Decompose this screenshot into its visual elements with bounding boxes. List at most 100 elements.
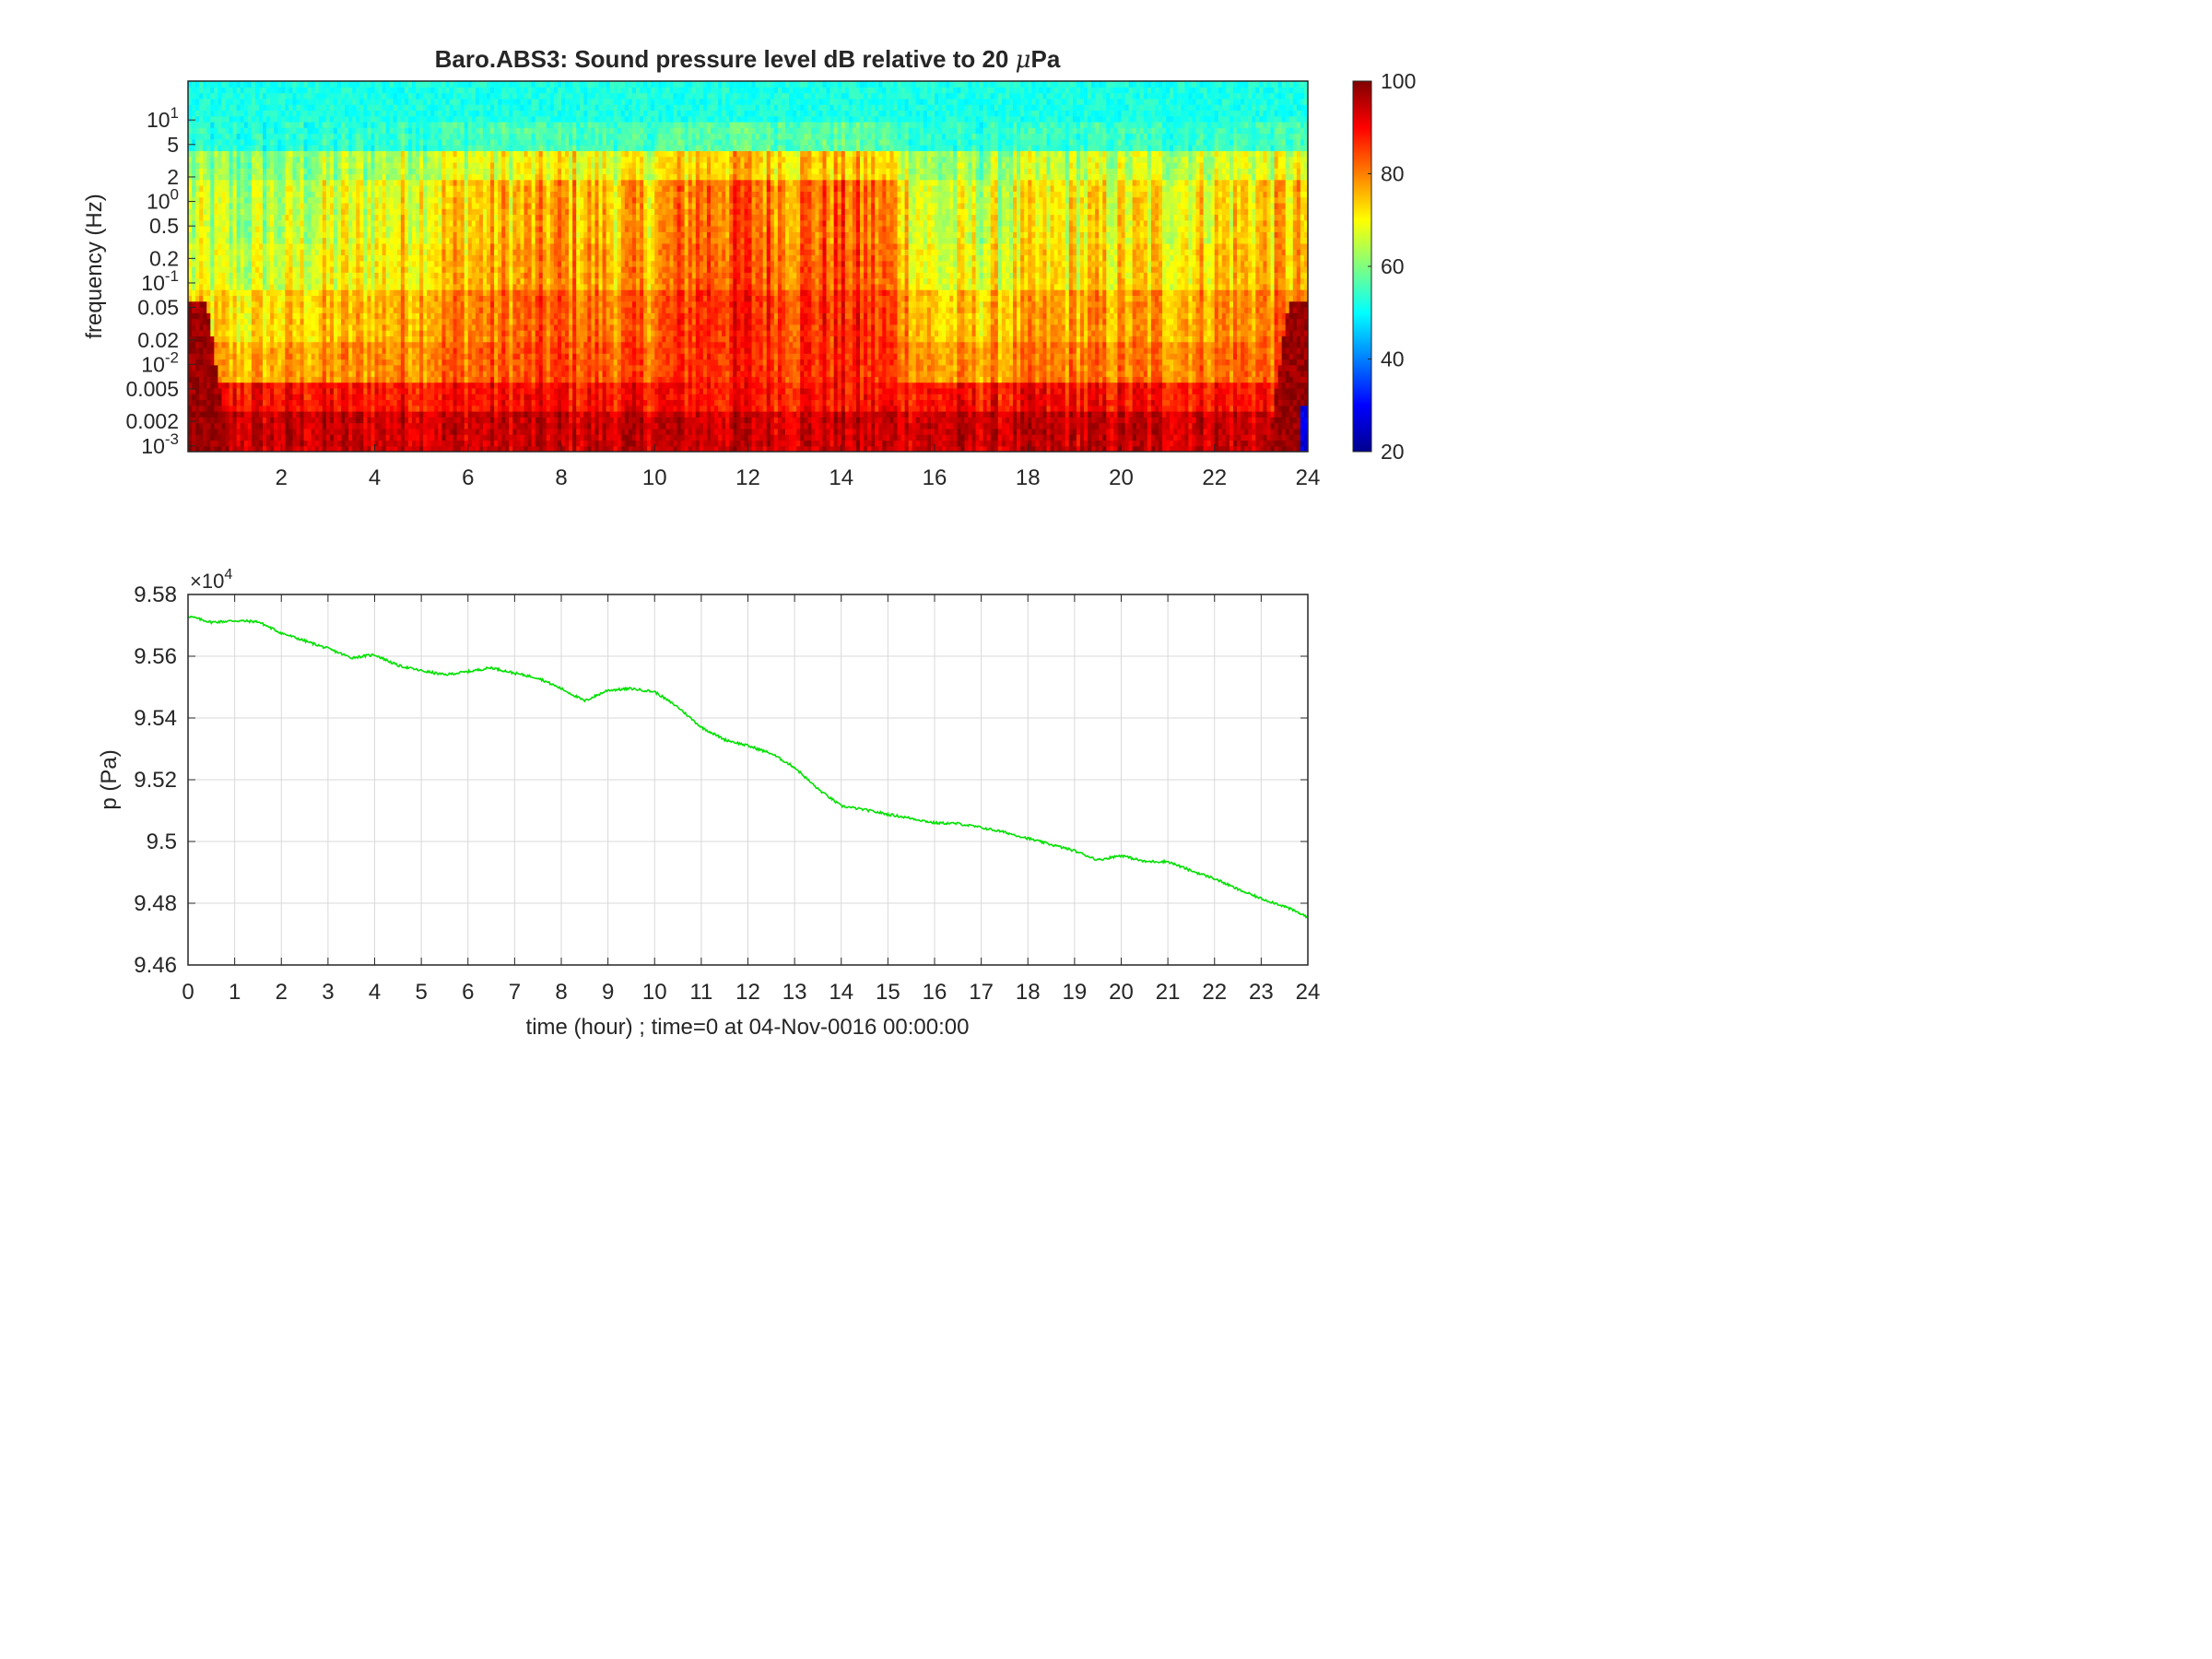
spectrogram-cell [341, 335, 346, 342]
spectrogram-cell [214, 116, 218, 123]
spectrogram-cell [312, 312, 316, 319]
spectrogram-cell [300, 376, 305, 382]
spectrogram-cell [244, 394, 249, 400]
spectrogram-cell [371, 399, 375, 406]
spectrogram-cell [382, 231, 387, 238]
spectrogram-cell [248, 342, 253, 348]
spectrogram-cell [292, 254, 297, 261]
spectrogram-cell [359, 122, 364, 128]
spectrogram-cell [229, 429, 234, 435]
spectrogram-cell [345, 307, 349, 313]
spectrogram-cell [296, 324, 300, 331]
spectrogram-cell [356, 347, 360, 354]
spectrogram-cell [252, 319, 256, 325]
spectrogram-cell [319, 238, 324, 244]
spectrogram-cell [337, 406, 342, 412]
spectrogram-cell [457, 365, 462, 371]
spectrogram-cell [252, 214, 256, 220]
spectrogram-cell [367, 81, 371, 88]
spectrogram-panel: Baro.ABS3: Sound pressure level dB relat… [82, 45, 1320, 490]
spectrogram-cell [441, 99, 446, 105]
spectrogram-cell [214, 399, 218, 406]
spectrogram-cell [427, 226, 431, 232]
spectrogram-cell [233, 423, 238, 429]
spectrogram-cell [468, 150, 473, 157]
spectrogram-cell [237, 295, 241, 301]
spectrogram-cell [476, 359, 480, 366]
spectrogram-cell [330, 406, 335, 412]
spectrogram-cell [274, 376, 278, 382]
spectrogram-cell [412, 289, 417, 296]
spectrogram-cell [330, 289, 335, 296]
spectrogram-cell [375, 145, 380, 151]
spectrogram-cell [241, 347, 245, 354]
spectrogram-cell [210, 411, 215, 418]
spectrogram-cell [427, 388, 431, 394]
spectrogram-cell [214, 301, 218, 308]
spectrogram-cell [277, 254, 282, 261]
spectrogram-cell [438, 434, 442, 441]
spectrogram-cell [226, 434, 230, 441]
spectrogram-cell [259, 174, 264, 181]
spectrogram-cell [375, 429, 380, 435]
spectrogram-cell [394, 353, 398, 359]
spectrogram-cell [203, 371, 207, 377]
spectrogram-cell [334, 406, 338, 412]
spectrogram-cell [434, 168, 439, 174]
spectrogram-cell [319, 139, 324, 146]
spectrogram-cell [281, 191, 286, 197]
spectrogram-cell [252, 220, 256, 227]
spectrogram-cell [352, 371, 357, 377]
spectrogram-cell [206, 214, 211, 220]
spectrogram-cell [296, 134, 300, 140]
spectrogram-cell [244, 197, 249, 204]
spectrogram-cells [188, 81, 1309, 453]
spectrogram-cell [427, 371, 431, 377]
spectrogram-cell [281, 399, 286, 406]
spectrogram-cell [379, 289, 383, 296]
spectrogram-cell [371, 162, 375, 169]
spectrogram-cell [476, 139, 480, 146]
spectrogram-cell [281, 319, 286, 325]
spectrogram-cell [382, 208, 387, 215]
spectrogram-cell [363, 168, 368, 174]
spectrogram-cell [288, 185, 293, 192]
spectrogram-cell [375, 174, 380, 181]
spectrogram-cell [304, 110, 309, 116]
spectrogram-cell [292, 197, 297, 204]
spectrogram-cell [438, 162, 442, 169]
spectrogram-cell [465, 81, 469, 88]
spectrogram-cell [244, 150, 249, 157]
spectrogram-cell [292, 110, 297, 116]
spectrogram-cell [192, 394, 196, 400]
spectrogram-cell [408, 319, 413, 325]
spectrogram-cell [375, 197, 380, 204]
spectrogram-cell [375, 249, 380, 255]
spectrogram-cell [341, 312, 346, 319]
spectrogram-cell [233, 261, 238, 267]
spectrogram-cell [255, 376, 260, 382]
spectrogram-cell [397, 301, 402, 308]
spectrogram-cell [274, 168, 278, 174]
spectrogram-cell [419, 226, 424, 232]
spectrogram-cell [468, 93, 473, 100]
spectrogram-cell [386, 104, 391, 111]
spectrogram-cell [394, 214, 398, 220]
spectrogram-cell [229, 145, 234, 151]
spectrogram-cell [430, 394, 435, 400]
spectrogram-cell [379, 220, 383, 227]
spectrogram-cell [304, 301, 309, 308]
spectrogram-cell [312, 406, 316, 412]
spectrogram-cell [221, 150, 226, 157]
spectrogram-cell [352, 406, 357, 412]
spectrogram-cell [206, 231, 211, 238]
spectrogram-cell [334, 353, 338, 359]
spectrogram-cell [382, 394, 387, 400]
spectrogram-cell [441, 417, 446, 423]
spectrogram-cell [248, 231, 253, 238]
spectrogram-cell [379, 243, 383, 250]
spectrogram-cell [323, 191, 327, 197]
spectrogram-cell [453, 203, 458, 209]
spectrogram-cell [330, 168, 335, 174]
spectrogram-cell [296, 307, 300, 313]
